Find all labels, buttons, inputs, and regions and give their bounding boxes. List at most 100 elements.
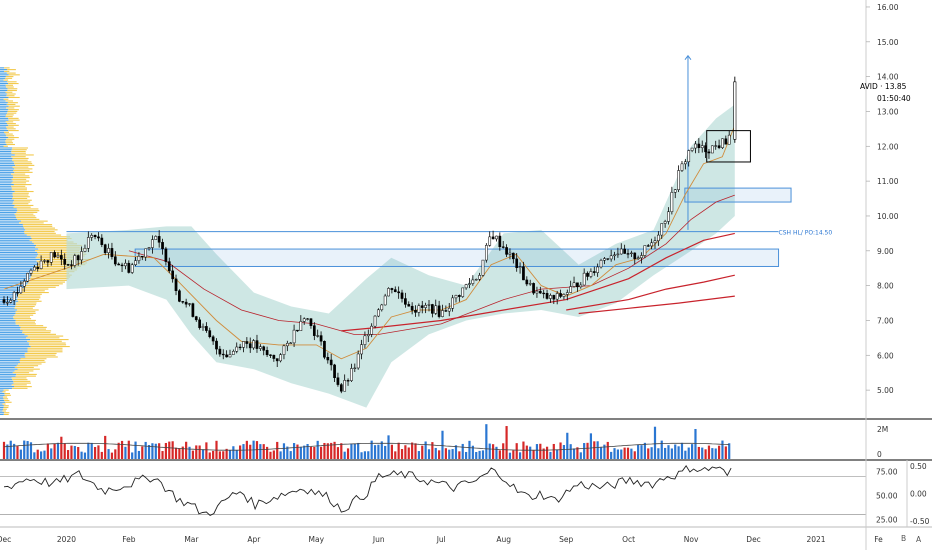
candle-body	[565, 292, 569, 295]
candle-body	[39, 260, 43, 269]
volume-profile-bar	[0, 351, 28, 353]
volume-profile-bar	[6, 107, 15, 109]
price-tick-label: 12.00	[877, 142, 899, 151]
candle-body	[508, 252, 512, 255]
candle-body	[383, 295, 387, 306]
axis-auto-button[interactable]: A	[916, 535, 922, 544]
candle-body	[76, 255, 80, 261]
volume-bar	[151, 443, 154, 459]
candle-body	[86, 237, 90, 249]
candle-body	[140, 255, 144, 258]
volume-bar	[647, 448, 650, 459]
volume-profile-bar	[0, 154, 15, 156]
candle-body	[29, 269, 33, 274]
volume-profile-bar	[6, 128, 16, 130]
volume-bar	[583, 443, 586, 459]
candle-body	[205, 326, 208, 331]
candle-body	[19, 286, 23, 294]
volume-bar	[336, 447, 340, 459]
volume-profile-bar	[7, 123, 16, 125]
ma-line-2	[341, 232, 735, 332]
volume-profile-bar	[0, 288, 22, 290]
volume-profile-bar	[3, 405, 9, 407]
volume-profile-bar	[0, 96, 9, 99]
volume-bar	[643, 442, 646, 459]
candle-body	[377, 309, 380, 317]
candle-body	[694, 143, 697, 149]
candle-body	[100, 237, 104, 245]
volume-profile-bar	[0, 171, 15, 173]
time-tick-label: 2020	[57, 535, 76, 544]
candle-body	[147, 247, 151, 250]
volume-profile-bar	[0, 344, 30, 346]
candle-body	[471, 279, 475, 284]
volume-bar	[380, 441, 383, 459]
volume-bar	[478, 450, 481, 459]
volume-profile-bar	[0, 319, 16, 321]
volume-bar	[569, 444, 572, 459]
volume-bar	[586, 442, 589, 459]
candle-body	[511, 252, 515, 260]
volume-profile-bar	[3, 408, 7, 410]
volume-bar	[171, 441, 174, 459]
volume-profile-bar	[0, 335, 28, 337]
volume-bar	[239, 445, 242, 459]
volume-profile-bar	[11, 149, 27, 151]
osc-right-tick-label: 0.00	[910, 490, 927, 499]
volume-profile-bar	[0, 213, 15, 215]
volume-bar	[414, 443, 417, 459]
volume-profile-bar	[0, 250, 35, 252]
volume-profile-bar	[8, 96, 20, 99]
volume-bar	[360, 452, 363, 459]
candle-body	[232, 351, 235, 355]
volume-bar	[205, 442, 208, 459]
volume-profile-bar	[0, 279, 30, 281]
volume-bar	[626, 447, 630, 459]
volume-bar	[448, 449, 451, 459]
candle-body	[687, 150, 691, 163]
volume-profile-bar	[16, 208, 39, 210]
volume-bar	[603, 444, 606, 459]
volume-bar	[579, 452, 582, 459]
volume-bar	[461, 443, 464, 459]
volume-bar	[262, 444, 265, 459]
volume-profile-bar	[32, 241, 74, 243]
volume-bar	[572, 448, 576, 459]
volume-profile-bar	[0, 224, 23, 226]
volume-profile-bar	[0, 131, 4, 133]
time-tick-label: Apr	[247, 535, 261, 544]
volume-profile-bar	[25, 229, 58, 231]
volume-bar	[19, 449, 22, 459]
volume-profile-bar	[28, 281, 66, 283]
candle-body	[410, 305, 414, 311]
volume-profile-bar	[0, 290, 20, 292]
volume-profile-bar	[0, 293, 19, 295]
volume-profile-bar	[6, 93, 16, 95]
volume-profile-bar	[0, 95, 7, 97]
volume-profile-bar	[13, 206, 31, 208]
time-tick-label: Dec	[746, 535, 761, 544]
volume-profile-bar	[0, 83, 9, 85]
candle-body	[663, 221, 667, 224]
volume-profile-bar	[0, 234, 27, 236]
volume-profile-bar	[30, 276, 71, 278]
volume-profile-bar	[0, 149, 12, 151]
axis-letter-b: B	[901, 534, 906, 543]
volume-profile-bar	[12, 387, 28, 389]
time-tick-label: Jun	[372, 535, 385, 544]
volume-bar	[201, 449, 205, 459]
volume-profile-bar	[18, 363, 42, 365]
volume-profile-bar	[15, 375, 36, 377]
candle-body	[174, 278, 178, 291]
candle-body	[366, 334, 370, 337]
volume-bar	[596, 441, 599, 459]
volume-profile-bar	[0, 382, 14, 384]
candle-body	[535, 290, 539, 294]
volume-profile-bar	[0, 312, 16, 314]
volume-bar	[616, 449, 619, 459]
candle-body	[323, 341, 326, 358]
volume-bar	[303, 445, 306, 459]
candle-body	[596, 266, 600, 273]
ma-line-4	[578, 295, 735, 315]
volume-profile-bar	[5, 121, 14, 123]
